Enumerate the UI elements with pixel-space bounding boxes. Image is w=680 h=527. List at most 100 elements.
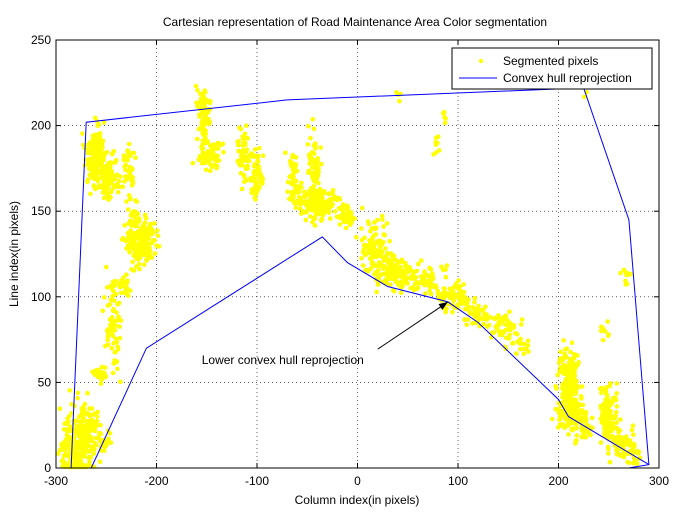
segmented-pixel-point xyxy=(308,135,313,141)
x-tick-label: 100 xyxy=(448,474,468,488)
segmented-pixel-point xyxy=(379,254,385,259)
legend-label-segmented-pixels: Segmented pixels xyxy=(503,54,598,68)
segmented-pixel-point xyxy=(200,156,206,161)
segmented-pixel-point xyxy=(90,151,95,157)
segmented-pixel-point xyxy=(328,216,333,221)
segmented-pixel-point xyxy=(115,189,121,195)
segmented-pixel-point xyxy=(629,447,635,453)
segmented-pixel-point xyxy=(91,451,97,456)
segmented-pixel-point xyxy=(397,266,402,271)
segmented-pixel-point xyxy=(126,141,132,147)
segmented-pixel-point xyxy=(614,409,619,415)
lower-convex-hull-line xyxy=(90,236,650,469)
segmented-pixel-point xyxy=(103,264,109,270)
segmented-pixel-point xyxy=(635,461,640,467)
segmented-pixel-point xyxy=(566,400,572,406)
segmented-pixel-point xyxy=(111,288,116,294)
segmented-pixel-point xyxy=(140,232,146,238)
segmented-pixel-point xyxy=(67,388,72,393)
segmented-pixel-point xyxy=(112,298,117,304)
segmented-pixel-point xyxy=(387,239,392,244)
segmented-pixel-point xyxy=(603,389,609,394)
y-tick-label: 100 xyxy=(31,290,51,304)
segmented-pixel-point xyxy=(310,190,316,196)
segmented-pixel-point xyxy=(311,178,316,183)
segmented-pixel-point xyxy=(311,143,317,148)
segmented-pixel-point xyxy=(525,338,531,344)
annotation-text: Lower convex hull reprojection xyxy=(202,353,364,367)
segmented-pixel-point xyxy=(561,381,566,387)
segmented-pixel-point xyxy=(135,216,140,222)
segmented-pixel-point xyxy=(199,122,205,127)
segmented-pixel-point xyxy=(469,311,474,316)
segmented-pixel-point xyxy=(506,336,512,341)
segmented-pixel-point xyxy=(118,318,124,323)
segmented-pixel-point xyxy=(118,278,124,284)
segmented-pixel-point xyxy=(473,307,479,312)
segmented-pixel-point xyxy=(444,306,449,312)
segmented-pixel-point xyxy=(435,292,441,297)
segmented-pixel-point xyxy=(554,386,559,391)
segmented-pixel-point xyxy=(428,281,434,286)
segmented-pixel-point xyxy=(130,167,135,172)
segmented-pixel-point xyxy=(113,184,119,189)
segmented-pixel-point xyxy=(451,295,457,301)
segmented-pixel-point xyxy=(514,331,520,337)
segmented-pixel-point xyxy=(568,385,574,391)
segmented-pixel-point xyxy=(590,425,595,431)
segmented-pixel-point xyxy=(126,220,132,226)
segmented-pixel-point xyxy=(84,464,89,470)
segmented-pixel-point xyxy=(302,189,307,195)
segmented-pixel-point xyxy=(307,161,313,166)
segmented-pixel-point xyxy=(606,332,611,337)
segmented-pixel-point xyxy=(314,208,320,213)
segmented-pixel-point xyxy=(455,302,461,307)
segmented-pixel-point xyxy=(90,422,96,427)
segmented-pixel-point xyxy=(113,292,119,297)
segmented-pixel-point xyxy=(68,445,74,450)
segmented-pixel-point xyxy=(96,170,102,176)
segmented-pixel-point xyxy=(557,417,562,422)
segmented-pixel-point xyxy=(125,158,130,163)
segmented-pixel-point xyxy=(566,432,571,437)
segmented-pixel-point xyxy=(525,343,531,348)
segmented-pixel-point xyxy=(556,360,562,365)
segmented-pixel-point xyxy=(75,463,80,469)
segmented-pixel-point xyxy=(569,393,574,399)
segmented-pixel-point xyxy=(249,190,255,196)
segmented-pixel-point xyxy=(380,217,385,222)
segmented-pixel-point xyxy=(75,454,80,460)
segmented-pixel-point xyxy=(390,287,396,293)
segmented-pixel-point xyxy=(207,168,213,174)
segmented-pixel-point xyxy=(293,178,299,184)
segmented-pixel-point xyxy=(102,370,107,376)
segmented-pixel-point xyxy=(241,172,247,178)
segmented-pixel-point xyxy=(125,148,130,153)
segmented-pixel-point xyxy=(81,406,86,412)
segmented-pixel-point xyxy=(95,409,100,415)
segmented-pixel-point xyxy=(583,412,588,417)
segmented-pixel-point xyxy=(93,442,99,448)
segmented-pixel-point xyxy=(570,413,576,419)
segmented-pixel-point xyxy=(519,317,525,322)
segmented-pixel-point xyxy=(193,83,199,89)
segmented-pixel-point xyxy=(285,189,290,195)
segmented-pixel-point xyxy=(630,423,636,429)
segmented-pixel-point xyxy=(472,300,477,305)
segmented-pixel-point xyxy=(583,418,588,424)
segmented-pixel-point xyxy=(298,206,303,212)
segmented-pixel-point xyxy=(102,374,107,380)
segmented-pixel-point xyxy=(255,187,261,192)
segmented-pixel-point xyxy=(476,311,482,316)
segmented-pixel-point xyxy=(401,272,407,278)
segmented-pixel-point xyxy=(138,250,143,255)
segmented-pixel-point xyxy=(113,278,118,284)
segmented-pixel-point xyxy=(465,317,471,322)
segmented-pixel-point xyxy=(442,114,447,120)
segmented-pixel-point xyxy=(206,158,212,164)
segmented-pixel-point xyxy=(97,372,103,378)
segmented-pixel-point xyxy=(379,250,384,256)
segmented-pixel-point xyxy=(472,314,478,320)
segmented-pixel-point xyxy=(363,243,369,248)
segmented-pixel-point xyxy=(97,459,103,465)
